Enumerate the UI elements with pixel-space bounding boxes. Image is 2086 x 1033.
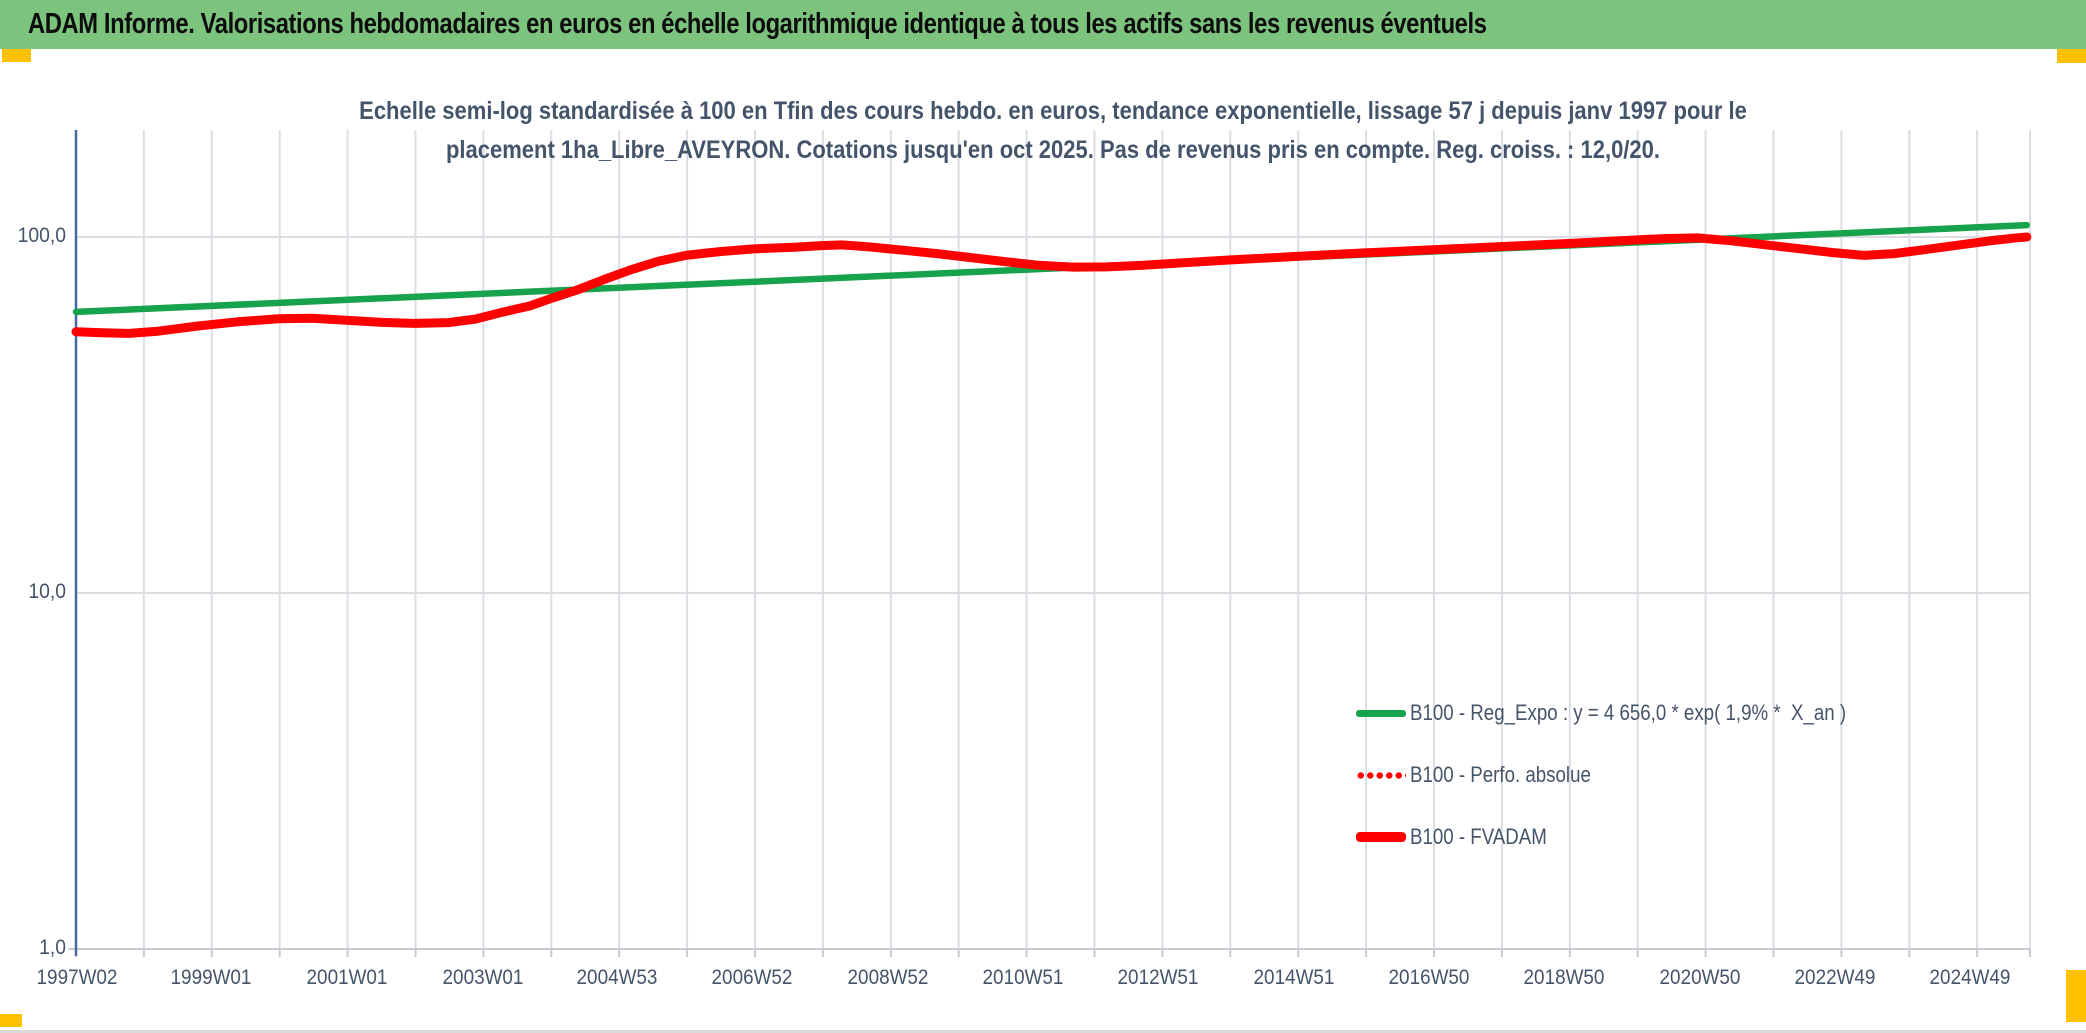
legend-swatch-red-line-icon bbox=[1356, 832, 1406, 842]
legend-item-reg-expo: B100 - Reg_Expo : y = 4 656,0 * exp( 1,9… bbox=[1356, 682, 1923, 744]
x-axis-tick-label: 2014W51 bbox=[1253, 966, 1335, 989]
legend-label-fvadam: B100 - FVADAM bbox=[1410, 824, 1547, 849]
report-title: ADAM Informe. Valorisations hebdomadaire… bbox=[28, 8, 1487, 40]
x-axis-tick-label: 1999W01 bbox=[170, 966, 252, 989]
x-axis-tick-label: 2020W50 bbox=[1659, 966, 1741, 989]
x-axis-tick-label: 2022W49 bbox=[1794, 966, 1876, 989]
legend-swatch-red-dotted-line-icon bbox=[1356, 771, 1406, 779]
x-axis-tick-label: 1997W02 bbox=[36, 966, 118, 989]
x-axis-tick-label: 2024W49 bbox=[1929, 966, 2011, 989]
legend-swatch-green-line-icon bbox=[1356, 709, 1406, 717]
y-axis-tick-label: 1,0 bbox=[39, 936, 66, 959]
corner-marker-bottom-right bbox=[2066, 970, 2086, 1022]
x-axis-tick-label: 2008W52 bbox=[847, 966, 929, 989]
x-axis-tick-label: 2003W01 bbox=[442, 966, 524, 989]
x-axis-tick-label: 2001W01 bbox=[306, 966, 388, 989]
corner-marker-bottom-left bbox=[0, 1014, 22, 1027]
y-axis-tick-label: 10,0 bbox=[28, 580, 67, 603]
x-axis-tick-label: 2018W50 bbox=[1523, 966, 1605, 989]
y-axis-tick-label: 100,0 bbox=[17, 224, 66, 247]
legend-label-perfo-absolue: B100 - Perfo. absolue bbox=[1410, 762, 1591, 787]
chart-title-line2: placement 1ha_Libre_AVEYRON. Cotations j… bbox=[445, 136, 1661, 164]
series-red bbox=[71, 232, 2032, 338]
legend: B100 - Reg_Expo : y = 4 656,0 * exp( 1,9… bbox=[1356, 682, 1923, 868]
corner-marker-top-right bbox=[2057, 49, 2086, 63]
x-axis-tick-label: 2010W51 bbox=[982, 966, 1063, 989]
chart-title-line1: Echelle semi-log standardisée à 100 en T… bbox=[359, 97, 1747, 125]
legend-item-fvadam: B100 - FVADAM bbox=[1356, 806, 1923, 868]
legend-item-perfo-absolue: B100 - Perfo. absolue bbox=[1356, 744, 1923, 806]
corner-marker-top-left bbox=[2, 49, 31, 62]
x-axis-tick-label: 2006W52 bbox=[711, 966, 793, 989]
report-title-bar: ADAM Informe. Valorisations hebdomadaire… bbox=[0, 0, 2086, 49]
legend-label-reg-expo: B100 - Reg_Expo : y = 4 656,0 * exp( 1,9… bbox=[1410, 700, 1847, 725]
x-axis-tick-label: 2016W50 bbox=[1388, 966, 1470, 989]
chart-title: Echelle semi-log standardisée à 100 en T… bbox=[76, 92, 2030, 170]
x-axis-tick-label: 2012W51 bbox=[1117, 966, 1199, 989]
x-axis-tick-label: 2004W53 bbox=[576, 966, 658, 989]
